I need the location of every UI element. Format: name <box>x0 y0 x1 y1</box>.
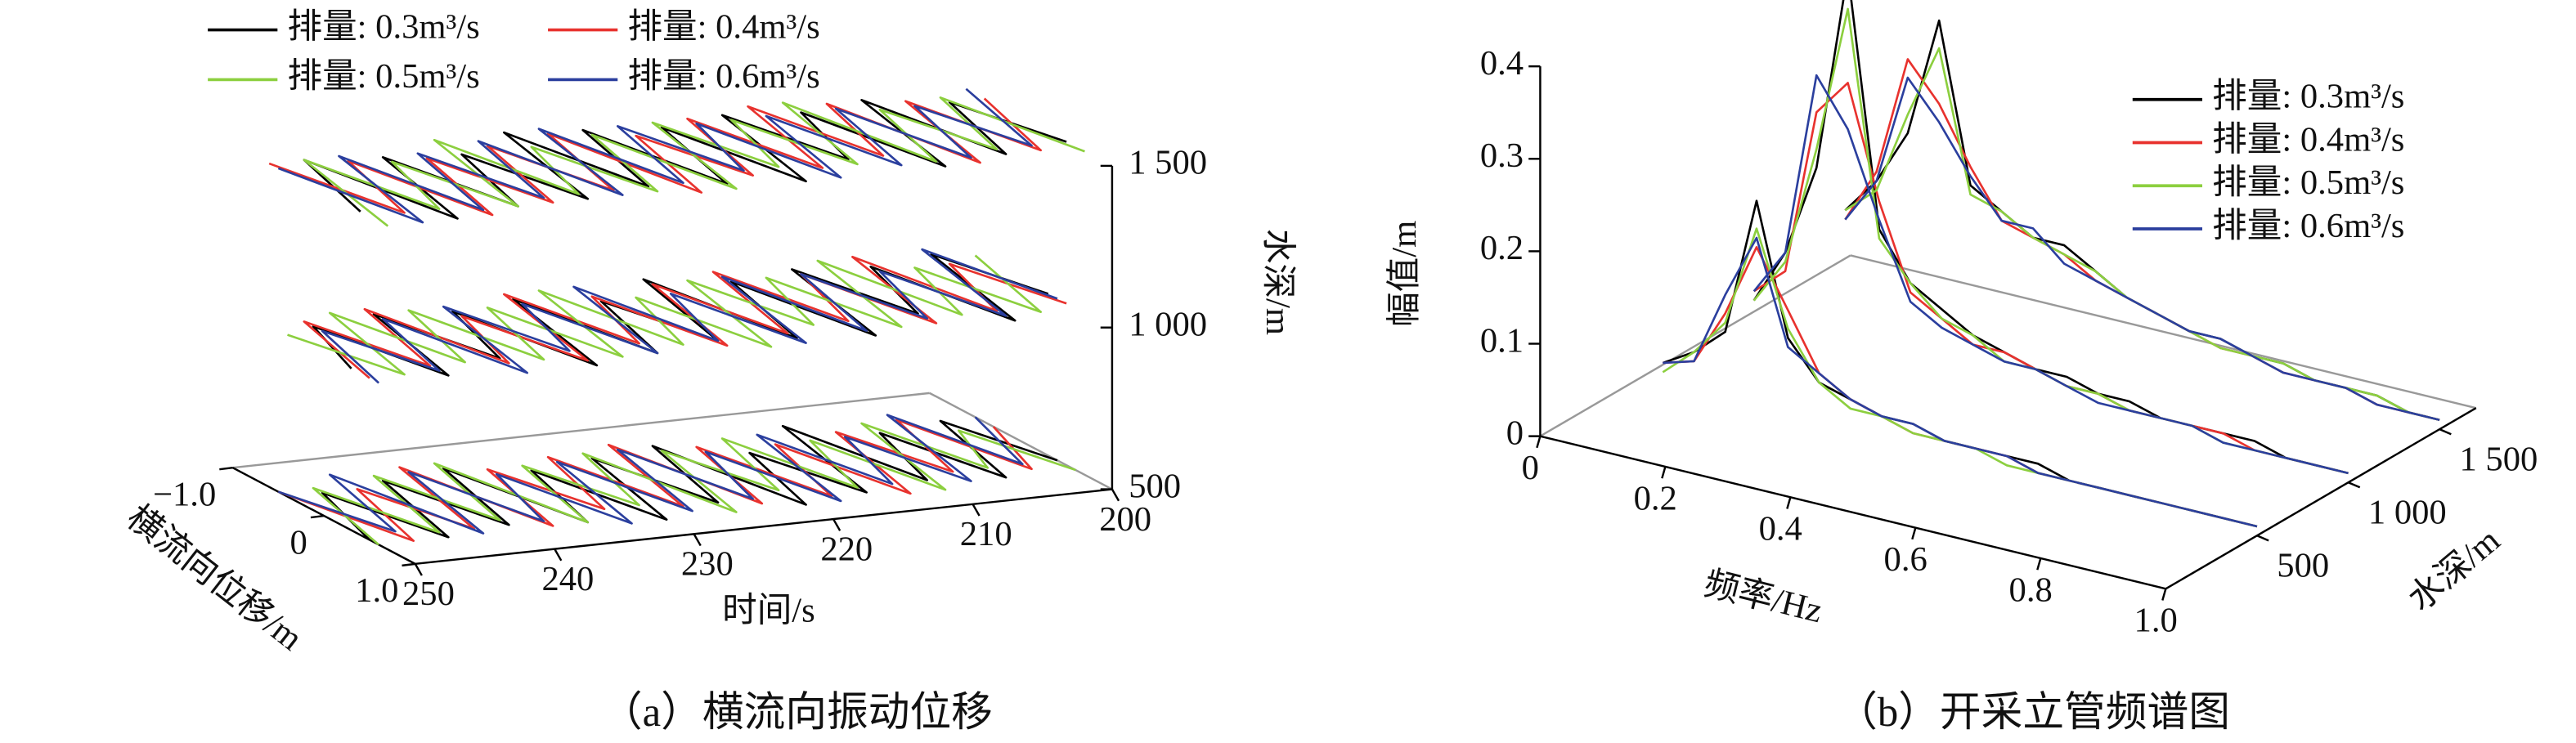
data-line <box>1662 199 2258 528</box>
x-tick <box>1661 466 1667 479</box>
x-tick <box>972 504 981 517</box>
x-tick <box>1111 488 1120 502</box>
z-tick <box>2348 481 2361 489</box>
legend-label: 排量: 0.5m³/s <box>2212 163 2404 202</box>
z-axis-label: 水深/m <box>2401 521 2507 619</box>
z-tick-label: 1 500 <box>2459 441 2538 479</box>
x-tick-label: 0.2 <box>1634 479 1677 517</box>
x-tick-label: 1.0 <box>2134 602 2178 640</box>
z-axis <box>2165 407 2477 590</box>
legend-label: 排量: 0.6m³/s <box>627 57 819 96</box>
y-tick-label: 0 <box>1506 414 1524 452</box>
y-tick-label: 0 <box>290 523 307 562</box>
z-tick-label: 500 <box>1129 467 1181 505</box>
z-tick <box>2439 428 2452 436</box>
z-tick-label: 1 500 <box>1129 144 1207 182</box>
legend-label: 排量: 0.3m³/s <box>288 7 480 46</box>
x-tick-label: 240 <box>541 560 594 598</box>
data-line <box>1662 227 2258 528</box>
y-tick-label: 0.3 <box>1480 137 1524 175</box>
x-tick <box>2161 588 2167 601</box>
x-tick <box>1536 436 1542 449</box>
x-tick <box>554 548 563 562</box>
plane-edge <box>929 392 1113 490</box>
y-axis-label: 横流向位移/m <box>119 498 309 658</box>
legend-label: 排量: 0.4m³/s <box>627 7 819 46</box>
x-tick <box>1786 496 1792 509</box>
x-tick <box>2036 557 2042 571</box>
legend-label: 排量: 0.4m³/s <box>2212 120 2404 159</box>
data-line <box>277 87 1033 224</box>
z-tick-label: 1 000 <box>2368 494 2447 532</box>
x-tick-label: 220 <box>820 530 873 568</box>
x-axis-label: 时间/s <box>722 592 815 630</box>
y-tick-label: −1.0 <box>153 475 216 513</box>
legend-label: 排量: 0.3m³/s <box>2212 78 2404 116</box>
data-line <box>1752 0 2349 475</box>
data-line <box>287 254 1042 376</box>
x-tick-label: 0.6 <box>1884 540 1928 579</box>
x-tick <box>414 563 423 576</box>
y-tick <box>402 562 415 567</box>
y-tick-label: 0.1 <box>1480 321 1524 360</box>
data-line <box>277 418 1033 542</box>
x-tick-label: 0.4 <box>1759 510 1802 548</box>
legend-label: 排量: 0.6m³/s <box>2212 207 2404 245</box>
x-tick <box>1911 527 1917 540</box>
data-line <box>321 419 1058 541</box>
plane-edge <box>232 392 930 469</box>
caption: （b）开采立管频谱图 <box>1836 689 2230 735</box>
data-line <box>312 422 1076 546</box>
x-tick <box>832 518 841 531</box>
x-tick-label: 230 <box>681 545 734 584</box>
data-line <box>1663 236 2258 528</box>
x-tick-label: 210 <box>960 515 1012 553</box>
y-tick-label: 0.2 <box>1480 229 1524 267</box>
x-axis-label: 频率/Hz <box>1700 564 1826 630</box>
x-tick-label: 0.8 <box>2009 571 2053 609</box>
x-tick-label: 0 <box>1522 449 1539 487</box>
data-line <box>277 414 1024 535</box>
y-tick <box>219 466 233 471</box>
y-tick-label: 1.0 <box>355 571 398 610</box>
data-line <box>1844 76 2440 422</box>
data-line <box>1752 74 2349 475</box>
y-axis-label: 幅值/m <box>1385 221 1424 327</box>
data-line <box>303 96 1085 227</box>
z-tick-label: 500 <box>2277 547 2329 585</box>
data-line <box>1663 246 2258 528</box>
x-tick <box>693 533 702 547</box>
legend-label: 排量: 0.5m³/s <box>288 57 480 96</box>
plane-edge <box>1850 254 2477 410</box>
plane-edge <box>1539 254 1851 437</box>
x-tick-label: 200 <box>1099 500 1151 539</box>
z-axis-label: 水深/m <box>1259 229 1297 335</box>
y-tick <box>310 514 325 519</box>
x-axis <box>1540 435 2166 590</box>
z-tick-label: 1 000 <box>1129 306 1207 344</box>
caption: （a）横流向振动位移 <box>601 689 993 735</box>
x-tick-label: 250 <box>402 575 455 613</box>
x-axis <box>415 488 1113 566</box>
data-line <box>303 255 1067 379</box>
y-tick-label: 0.4 <box>1480 44 1524 83</box>
data-line <box>321 248 1058 384</box>
z-tick <box>2256 535 2269 542</box>
